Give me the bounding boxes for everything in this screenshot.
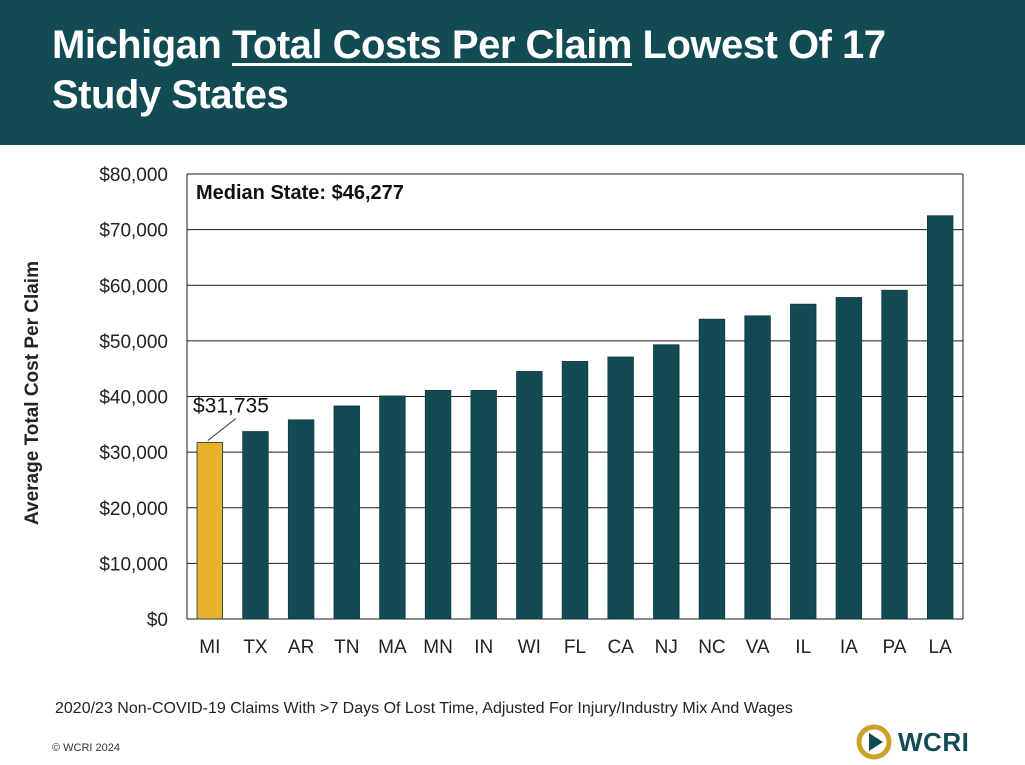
wcri-logo-icon	[856, 724, 892, 760]
bar-nj	[653, 344, 680, 620]
bar-ia	[835, 297, 863, 620]
bar-tx	[242, 431, 269, 620]
x-tick-label: WI	[518, 637, 541, 658]
bar-in	[470, 389, 497, 620]
bar-mn	[424, 389, 452, 620]
bar-fl	[561, 361, 589, 620]
bar-nc	[698, 318, 726, 620]
bar-il	[790, 303, 817, 620]
x-tick-label: IN	[474, 637, 493, 658]
wcri-logo: WCRI	[856, 724, 969, 760]
bar-tn	[333, 405, 360, 620]
data-label-mi: $31,735	[193, 394, 269, 417]
x-tick-label: FL	[564, 637, 586, 658]
median-annotation: Median State: $46,277	[196, 182, 404, 204]
y-tick-label: $0	[147, 610, 168, 631]
y-tick-label: $70,000	[99, 221, 168, 242]
x-tick-label: PA	[883, 637, 907, 658]
x-tick-label: MA	[378, 637, 407, 658]
y-tick-label: $10,000	[99, 554, 168, 575]
y-tick-label: $30,000	[99, 443, 168, 464]
x-tick-label: AR	[288, 637, 314, 658]
x-tick-label: NC	[698, 637, 725, 658]
x-tick-label: TN	[334, 637, 359, 658]
x-tick-label: CA	[607, 637, 634, 658]
title-underlined: Total Costs Per Claim	[231, 23, 632, 67]
x-tick-label: MN	[423, 637, 453, 658]
copyright: © WCRI 2024	[52, 742, 121, 754]
y-tick-label: $50,000	[99, 332, 168, 353]
x-tick-label: VA	[746, 637, 770, 658]
y-tick-label: $60,000	[99, 276, 168, 297]
bar-wi	[516, 371, 543, 620]
y-tick-label: $40,000	[99, 388, 168, 409]
x-tick-label: NJ	[655, 637, 678, 658]
x-tick-label: TX	[243, 637, 268, 658]
x-tick-label: IA	[840, 637, 858, 658]
bar-ma	[379, 395, 406, 620]
title-part1: Michigan	[52, 23, 232, 67]
bar-chart: $0 $10,000 $20,000 $30,000 $40,000 $50,000 $60…	[99, 165, 964, 658]
footnote: 2020/23 Non-COVID-19 Claims With >7 Days…	[55, 700, 793, 717]
title-part2: Lowest Of 17 Study States	[52, 23, 886, 117]
data-label-leader-line	[207, 418, 237, 441]
bar-ca	[607, 356, 634, 620]
x-tick-label: MI	[199, 637, 220, 658]
bar-va	[744, 315, 771, 620]
x-tick-label: LA	[929, 637, 953, 658]
header-banner: Michigan Total Costs Per Claim Lowest Of…	[0, 0, 1025, 145]
y-tick-label: $20,000	[99, 499, 168, 520]
logo-text: WCRI	[898, 726, 970, 757]
x-tick-label: IL	[795, 637, 811, 658]
y-axis-label: Average Total Cost Per Claim	[22, 261, 43, 525]
bar-pa	[881, 289, 908, 620]
bar-la	[926, 215, 954, 620]
bar-mi	[196, 442, 224, 620]
page-title: Michigan Total Costs Per Claim Lowest Of…	[52, 20, 982, 120]
y-tick-label: $80,000	[99, 165, 168, 186]
bar-ar	[287, 419, 315, 620]
